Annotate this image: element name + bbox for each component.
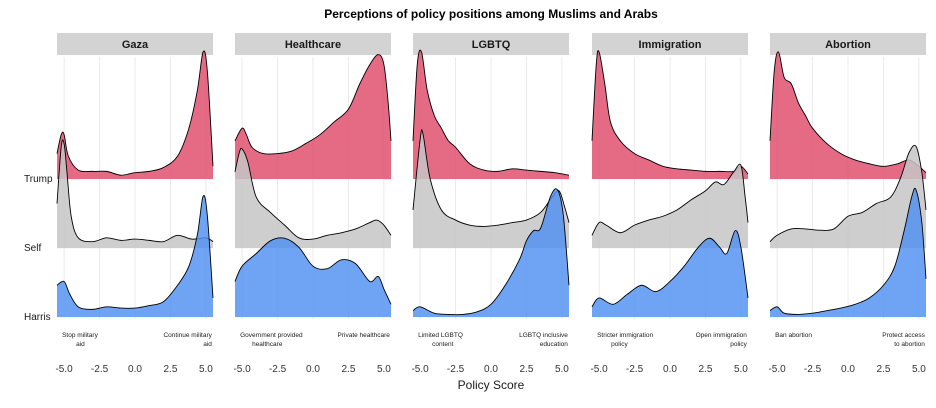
ridge-line-self — [769, 144, 927, 242]
x-tick-label: -2.5 — [91, 364, 109, 375]
ridge-line-harris — [591, 230, 749, 308]
ridge-area-harris — [57, 195, 213, 317]
x-tick-label: 0.0 — [484, 364, 498, 375]
panels: Gaza Stop military aid Continue military aid… — [55, 33, 927, 375]
anchor-label-left: Stop military — [62, 332, 99, 339]
anchor-label-right: policy — [730, 341, 747, 348]
ridge-area-trump — [592, 50, 748, 180]
ridge-line-self — [56, 139, 214, 243]
panel-strip — [235, 33, 391, 55]
x-axis-label: Policy Score — [458, 378, 525, 392]
row-label-harris: Harris — [24, 312, 51, 323]
x-tick-label: 2.5 — [342, 364, 356, 375]
anchor-label-right: to abortion — [894, 341, 925, 348]
anchor-label-left: Government provided — [240, 332, 303, 339]
ridge-line-harris — [412, 188, 570, 316]
x-tick-label: 2.5 — [520, 364, 534, 375]
x-tick-label: 2.5 — [877, 364, 891, 375]
ridge-line-trump — [234, 54, 392, 155]
x-tick-label: -5.0 — [55, 364, 73, 375]
panel-strip-label: Gaza — [122, 39, 149, 51]
ridge-area-trump — [57, 50, 213, 179]
x-tick-label: 0.0 — [841, 364, 855, 375]
panel-strip — [413, 33, 569, 55]
ridge-line-trump — [56, 50, 214, 176]
panel-gaza: Gaza Stop military aid Continue military aid… — [55, 33, 214, 375]
x-tick-label: -5.0 — [590, 364, 608, 375]
ridge-line-harris — [56, 195, 214, 310]
x-tick-label: 0.0 — [663, 364, 677, 375]
panel-strip — [770, 33, 926, 55]
panel-immigration: Immigration Stricter immigration policy Ope… — [590, 33, 749, 375]
row-label-self: Self — [24, 243, 41, 254]
anchor-label-left: Ban abortion — [775, 332, 812, 339]
anchor-label-left: Limited LGBTQ — [418, 332, 463, 339]
anchor-label-right: Continue military — [163, 332, 212, 339]
anchor-label-right: aid — [203, 341, 212, 348]
anchor-label-left: content — [432, 341, 454, 348]
ridge-area-self — [57, 139, 213, 248]
ridge-area-self — [770, 145, 926, 248]
ridge-line-trump — [591, 50, 749, 175]
x-tick-label: -2.5 — [804, 364, 822, 375]
ridge-area-self — [592, 164, 748, 248]
panel-strip-label: Immigration — [639, 39, 702, 51]
ridge-area-trump — [235, 54, 391, 179]
anchor-label-right: education — [540, 341, 569, 348]
x-tick-label: -2.5 — [626, 364, 644, 375]
x-tick-label: 2.5 — [164, 364, 178, 375]
x-tick-label: 5.0 — [734, 364, 748, 375]
x-tick-label: -5.0 — [411, 364, 429, 375]
row-labels: Trump Self Harris — [24, 174, 53, 323]
chart-title: Perceptions of policy positions among Mu… — [324, 7, 658, 21]
panel-abortion: Abortion Ban abortion Protect access to abo… — [768, 33, 927, 375]
x-tick-label: -5.0 — [233, 364, 251, 375]
anchor-label-left: healthcare — [252, 341, 283, 348]
ridge-area-harris — [235, 237, 391, 317]
ridge-line-self — [591, 163, 749, 236]
x-tick-label: 5.0 — [555, 364, 569, 375]
ridge-area-trump — [413, 50, 569, 179]
ridge-line-harris — [769, 187, 927, 315]
x-tick-label: 5.0 — [912, 364, 926, 375]
ridge-line-harris — [234, 237, 392, 305]
anchor-label-right: Open immigration — [696, 332, 748, 339]
ridge-area-harris — [592, 230, 748, 317]
ridge-line-trump — [412, 49, 570, 176]
x-tick-label: 5.0 — [199, 364, 213, 375]
anchor-label-right: LGBTQ inclusive — [519, 332, 568, 339]
anchor-label-right: Private healthcare — [338, 332, 391, 339]
anchor-label-left: Stricter immigration — [597, 332, 653, 339]
panel-strip-label: LGBTQ — [472, 39, 511, 51]
ridge-line-self — [234, 147, 392, 240]
ridge-line-trump — [769, 51, 927, 173]
ridge-area-trump — [770, 51, 926, 180]
panel-strip-label: Abortion — [825, 39, 871, 51]
x-tick-label: 0.0 — [128, 364, 142, 375]
x-tick-label: -5.0 — [768, 364, 786, 375]
anchor-label-right: Protect access — [882, 332, 925, 339]
panel-healthcare: Healthcare Government provided healthcare P… — [233, 33, 392, 375]
ridge-area-harris — [770, 188, 926, 317]
x-tick-label: 5.0 — [377, 364, 391, 375]
panel-strip — [57, 33, 213, 55]
anchor-label-left: policy — [611, 341, 628, 348]
anchor-label-left: aid — [76, 341, 85, 348]
row-label-trump: Trump — [24, 174, 53, 185]
x-tick-label: -2.5 — [447, 364, 465, 375]
panel-strip — [592, 33, 748, 55]
panel-strip-label: Healthcare — [285, 39, 341, 51]
ridge-area-self — [235, 148, 391, 248]
ridge-area-harris — [413, 188, 569, 317]
x-tick-label: 0.0 — [306, 364, 320, 375]
panel-lgbtq: LGBTQ Limited LGBTQ content LGBTQ inclusive… — [411, 33, 570, 375]
x-tick-label: -2.5 — [269, 364, 287, 375]
x-tick-label: 2.5 — [699, 364, 713, 375]
